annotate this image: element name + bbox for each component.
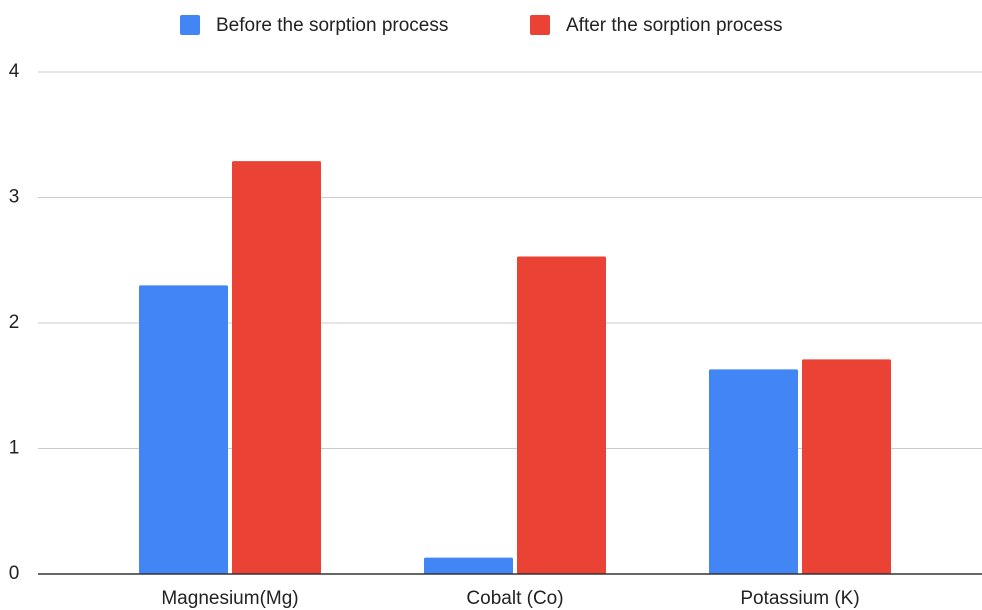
- bar: [517, 256, 606, 574]
- legend-swatch: [530, 15, 550, 35]
- x-tick-label: Cobalt (Co): [466, 588, 563, 609]
- bar: [802, 359, 891, 574]
- x-tick-label: Magnesium(Mg): [161, 588, 298, 609]
- y-tick-label: 1: [9, 438, 20, 459]
- x-tick-label: Potassium (K): [740, 588, 859, 609]
- legend-label: Before the sorption process: [216, 15, 448, 36]
- legend-swatch: [180, 15, 200, 35]
- bar: [709, 369, 798, 574]
- legend-label: After the sorption process: [566, 15, 783, 36]
- y-tick-label: 2: [9, 312, 20, 333]
- y-tick-label: 4: [9, 61, 20, 82]
- bar: [424, 557, 513, 574]
- y-tick-label: 3: [9, 187, 20, 208]
- bar: [139, 285, 228, 574]
- y-tick-label: 0: [9, 563, 20, 584]
- bar: [232, 161, 321, 575]
